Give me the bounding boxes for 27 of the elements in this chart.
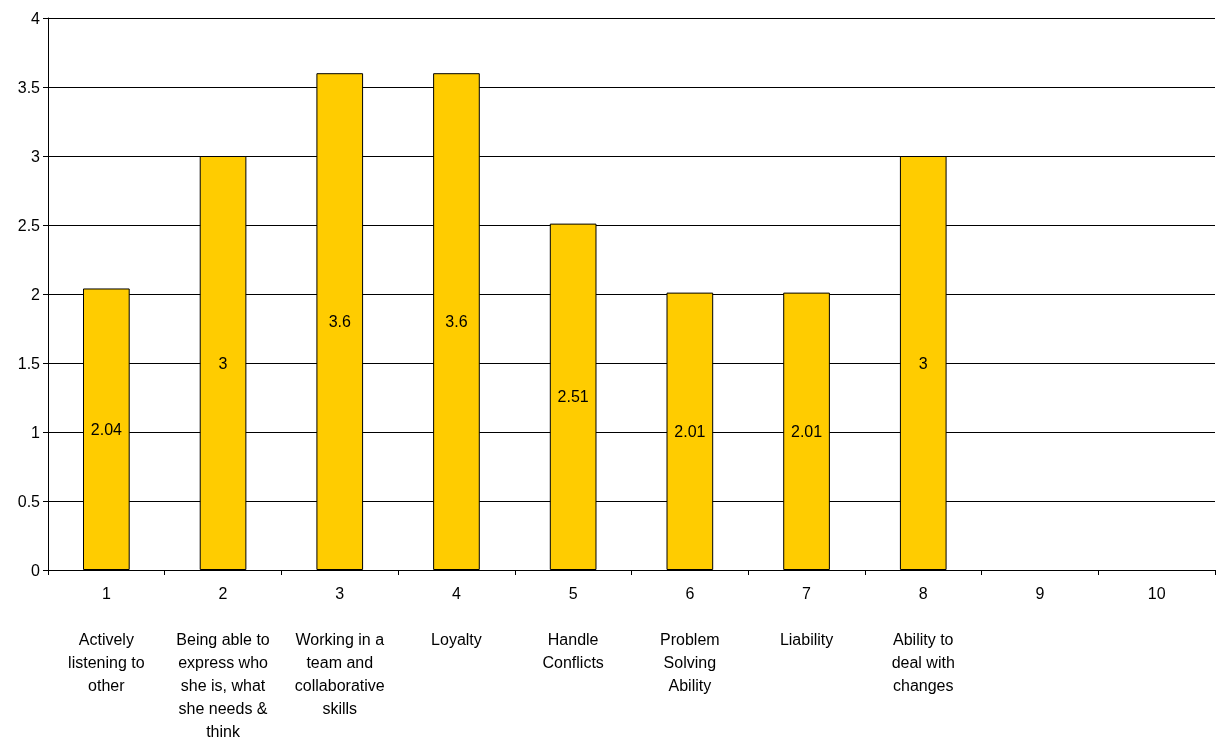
category-label: 8 Ability to deal with changes <box>891 585 955 694</box>
y-tick-label: 3 <box>31 147 41 165</box>
y-tick-label: 4 <box>31 9 41 27</box>
y-tick-label: 3.5 <box>17 78 41 96</box>
y-tick-label: 0 <box>31 561 41 579</box>
category-label: 7 Liability <box>779 585 834 648</box>
y-tick-label: 0.5 <box>17 492 41 510</box>
x-tick-label: 10 <box>1147 585 1166 602</box>
data-label: 2.01 <box>790 422 823 440</box>
category-label: 3 Working in a team and collaborative skills <box>294 585 385 717</box>
category-label: 4 Loyalty <box>431 585 482 648</box>
data-label: 3 <box>218 354 228 372</box>
x-tick-label: 9 <box>1035 585 1045 602</box>
category-label: 6 Problem Solving Ability <box>660 585 720 694</box>
y-tick-label: 2 <box>31 285 41 303</box>
category-label: 5 Handle Conflicts <box>542 585 604 671</box>
data-label: 3.6 <box>328 313 351 331</box>
data-label: 2.51 <box>557 388 589 406</box>
category-label: 1 Actively listening to other <box>68 585 145 694</box>
data-label: 2.01 <box>674 422 706 440</box>
y-tick-label: 1 <box>31 423 41 441</box>
data-label: 3 <box>918 354 928 372</box>
y-tick-label: 2.5 <box>17 216 41 234</box>
y-tick-label: 1.5 <box>17 354 41 372</box>
category-label: 2 Being able to express who she is, what she needs & think <box>176 585 270 740</box>
data-label: 2.04 <box>90 420 123 438</box>
data-label: 3.6 <box>445 313 468 331</box>
